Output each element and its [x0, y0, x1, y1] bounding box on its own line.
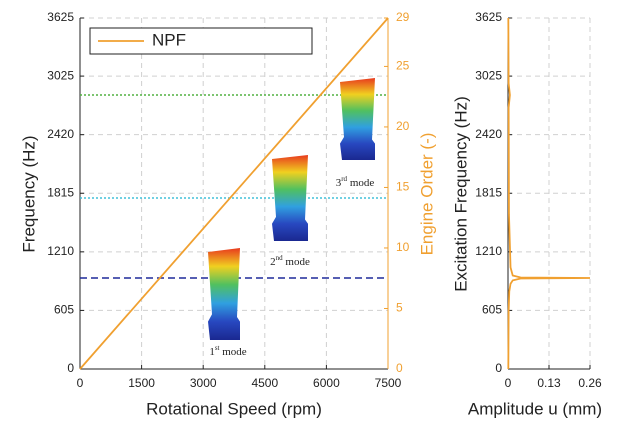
series-line: [507, 17, 591, 370]
mode-suffix: rd: [341, 175, 347, 183]
y2-tick-label: 0: [396, 361, 403, 375]
y2-tick-label: 25: [396, 59, 410, 73]
legend-label: NPF: [152, 30, 186, 49]
y2-tick-label: 20: [396, 119, 410, 133]
mode-number: 3: [336, 177, 342, 189]
x-tick-label: 3000: [190, 376, 217, 390]
y-axis-label: Frequency (Hz): [19, 135, 38, 252]
y2-axis-label: Engine Order (-): [417, 133, 436, 256]
x-tick-label: 1500: [128, 376, 155, 390]
mode-text: mode: [283, 256, 310, 268]
y-tick-label: 0: [495, 361, 502, 375]
y-tick-label: 1210: [475, 244, 502, 258]
x-tick-label: 6000: [313, 376, 340, 390]
y2-tick-label: 15: [396, 180, 410, 194]
mode-text: mode: [219, 346, 246, 358]
y-axis-label: Excitation Frequency (Hz): [451, 96, 470, 292]
y-tick-label: 0: [67, 361, 74, 375]
series-line: [79, 17, 389, 370]
mode-label: 2nd mode: [270, 254, 310, 268]
blade-image: [340, 78, 375, 160]
blade-image: [208, 248, 240, 340]
mode-number: 2: [270, 256, 276, 268]
y-tick-label: 3025: [475, 68, 502, 82]
y2-tick-label: 10: [396, 240, 410, 254]
y-tick-label: 605: [54, 303, 74, 317]
mode-suffix: st: [215, 344, 220, 352]
x-tick-label: 0.13: [537, 376, 561, 390]
y2-tick-label: 5: [396, 301, 403, 315]
y-tick-label: 3025: [47, 68, 74, 82]
blade-image: [272, 155, 308, 241]
y-tick-label: 2420: [475, 127, 502, 141]
y-tick-label: 1815: [475, 185, 502, 199]
y-tick-label: 2420: [47, 127, 74, 141]
mode-number: 1: [209, 346, 215, 358]
y-tick-label: 1815: [47, 185, 74, 199]
y-tick-label: 3625: [47, 10, 74, 24]
x-tick-label: 0.26: [578, 376, 602, 390]
y2-tick-label: 29: [396, 10, 410, 24]
y-tick-label: 3625: [475, 10, 502, 24]
x-tick-label: 7500: [375, 376, 402, 390]
mode-suffix: nd: [276, 254, 284, 262]
x-axis-label: Rotational Speed (rpm): [146, 399, 322, 418]
x-tick-label: 0: [77, 376, 84, 390]
mode-label: 3rd mode: [336, 175, 375, 189]
mode-text: mode: [347, 177, 374, 189]
x-tick-label: 4500: [251, 376, 278, 390]
y-tick-label: 605: [482, 303, 502, 317]
y-tick-label: 1210: [47, 244, 74, 258]
mode-label: 1st mode: [209, 344, 246, 358]
x-axis-label: Amplitude u (mm): [468, 399, 602, 418]
x-tick-label: 0: [505, 376, 512, 390]
